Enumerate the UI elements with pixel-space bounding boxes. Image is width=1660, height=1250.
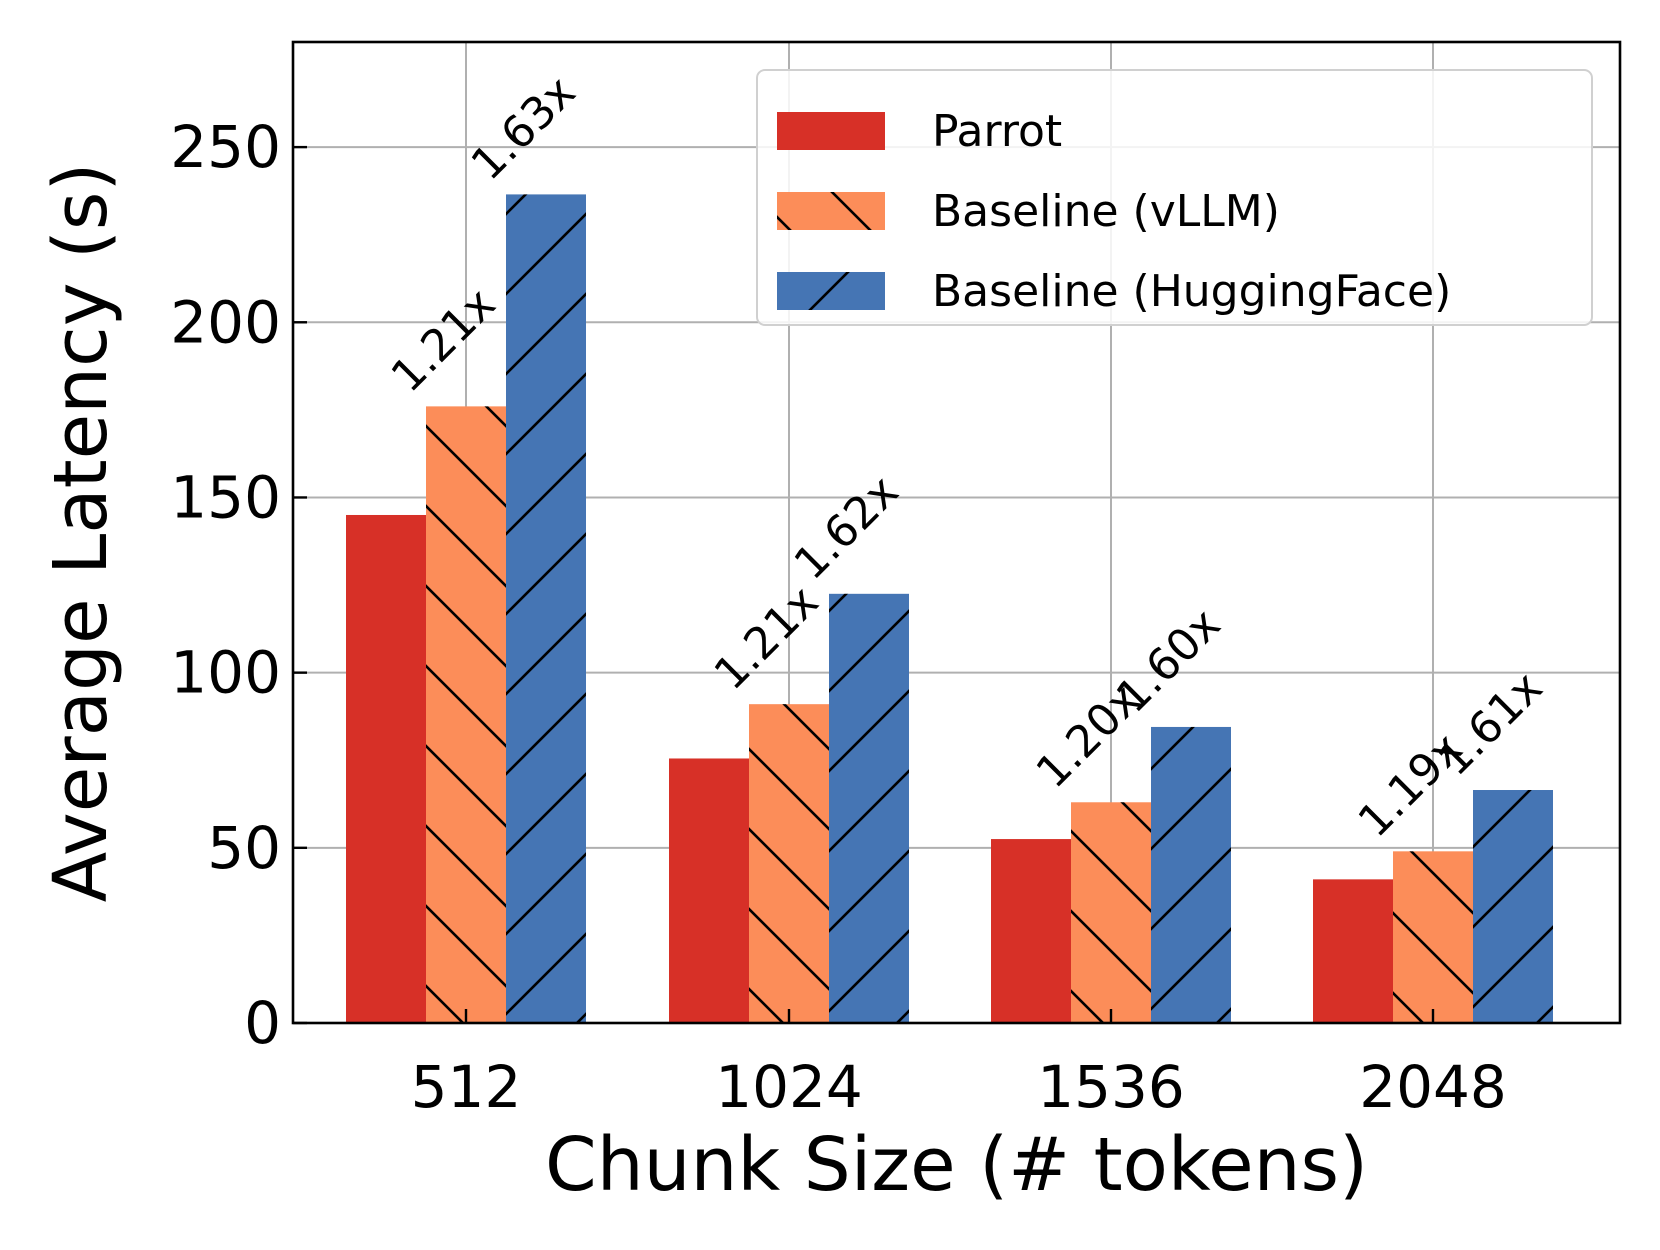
ratio-label: 1.21x bbox=[705, 576, 829, 700]
x-tick-label: 1024 bbox=[715, 1053, 863, 1121]
x-tick-label: 1536 bbox=[1037, 1053, 1185, 1121]
bar bbox=[1473, 790, 1553, 1023]
bar-hatch bbox=[749, 704, 829, 1023]
bar-hatch bbox=[1473, 790, 1553, 1023]
bar bbox=[829, 594, 909, 1023]
legend-swatch-hatch bbox=[777, 192, 885, 230]
legend-label: Baseline (vLLM) bbox=[932, 186, 1280, 237]
y-tick-label: 50 bbox=[207, 814, 281, 882]
y-axis-title: Average Latency (s) bbox=[38, 163, 124, 903]
bar-fill bbox=[346, 515, 426, 1023]
bar-hatch bbox=[1071, 802, 1151, 1023]
ratio-label: 1.62x bbox=[785, 466, 909, 590]
legend-label: Parrot bbox=[932, 106, 1062, 157]
legend: Parrot Baseline (vLLM) Baseline (HuggingFa… bbox=[757, 70, 1592, 325]
legend-label: Baseline (HuggingFace) bbox=[932, 266, 1451, 317]
legend-swatch bbox=[777, 112, 885, 150]
bar bbox=[426, 406, 506, 1023]
bar bbox=[749, 704, 829, 1023]
ratio-label: 1.21x bbox=[382, 278, 506, 402]
bar-fill bbox=[1313, 879, 1393, 1023]
y-tick-label: 0 bbox=[244, 989, 281, 1057]
y-tick-label: 250 bbox=[170, 113, 281, 181]
x-axis-title: Chunk Size (# tokens) bbox=[545, 1122, 1368, 1208]
legend-swatch-hatch bbox=[777, 272, 885, 310]
bar bbox=[1151, 727, 1231, 1023]
bar-hatch bbox=[506, 194, 586, 1023]
bar-fill bbox=[669, 758, 749, 1023]
x-tick-label: 2048 bbox=[1359, 1053, 1507, 1121]
bar bbox=[1071, 802, 1151, 1023]
bar-hatch bbox=[426, 406, 506, 1023]
bar-hatch bbox=[1151, 727, 1231, 1023]
bar bbox=[346, 515, 426, 1023]
bar bbox=[669, 758, 749, 1023]
bar-hatch bbox=[829, 594, 909, 1023]
ratio-label: 1.61x bbox=[1429, 662, 1553, 786]
legend-entry: Baseline (vLLM) bbox=[777, 186, 1280, 237]
bar bbox=[1393, 851, 1473, 1023]
x-tick-label: 512 bbox=[411, 1053, 522, 1121]
y-tick-label: 200 bbox=[170, 288, 281, 356]
ratio-label: 1.63x bbox=[462, 66, 586, 190]
bar-hatch bbox=[1393, 851, 1473, 1023]
y-tick-label: 150 bbox=[170, 463, 281, 531]
bar bbox=[506, 194, 586, 1023]
bar-fill bbox=[991, 839, 1071, 1023]
y-tick-label: 100 bbox=[170, 639, 281, 707]
legend-entry: Baseline (HuggingFace) bbox=[777, 266, 1451, 317]
ratio-label: 1.60x bbox=[1107, 599, 1231, 723]
bar bbox=[991, 839, 1071, 1023]
bar bbox=[1313, 879, 1393, 1023]
